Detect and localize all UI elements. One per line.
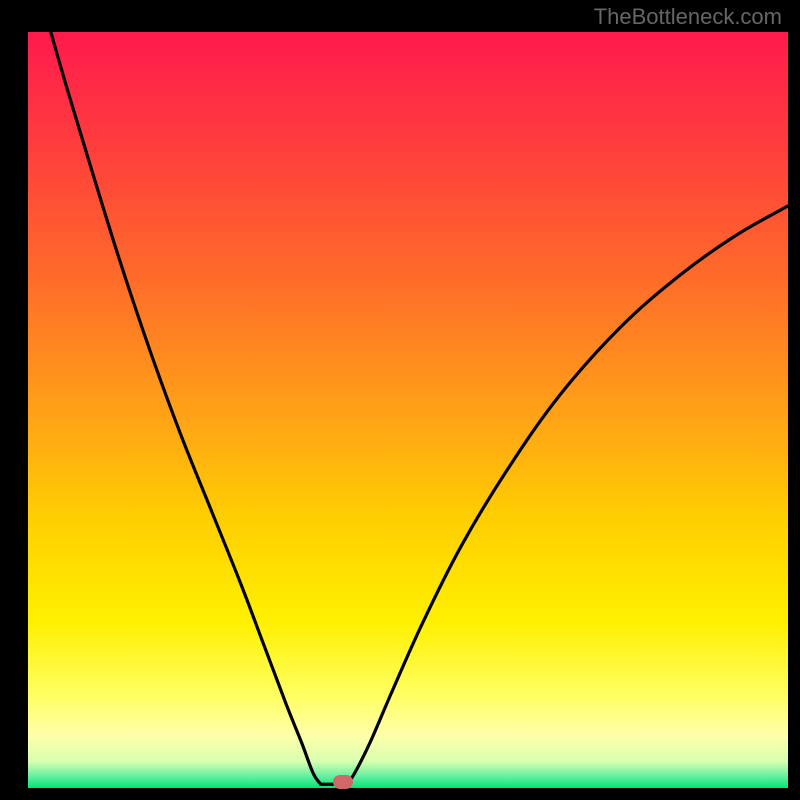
bottleneck-curve <box>28 32 788 788</box>
plot-area <box>28 32 788 788</box>
watermark-text: TheBottleneck.com <box>594 4 782 30</box>
chart-container: TheBottleneck.com <box>0 0 800 800</box>
optimal-point-marker <box>333 775 353 789</box>
